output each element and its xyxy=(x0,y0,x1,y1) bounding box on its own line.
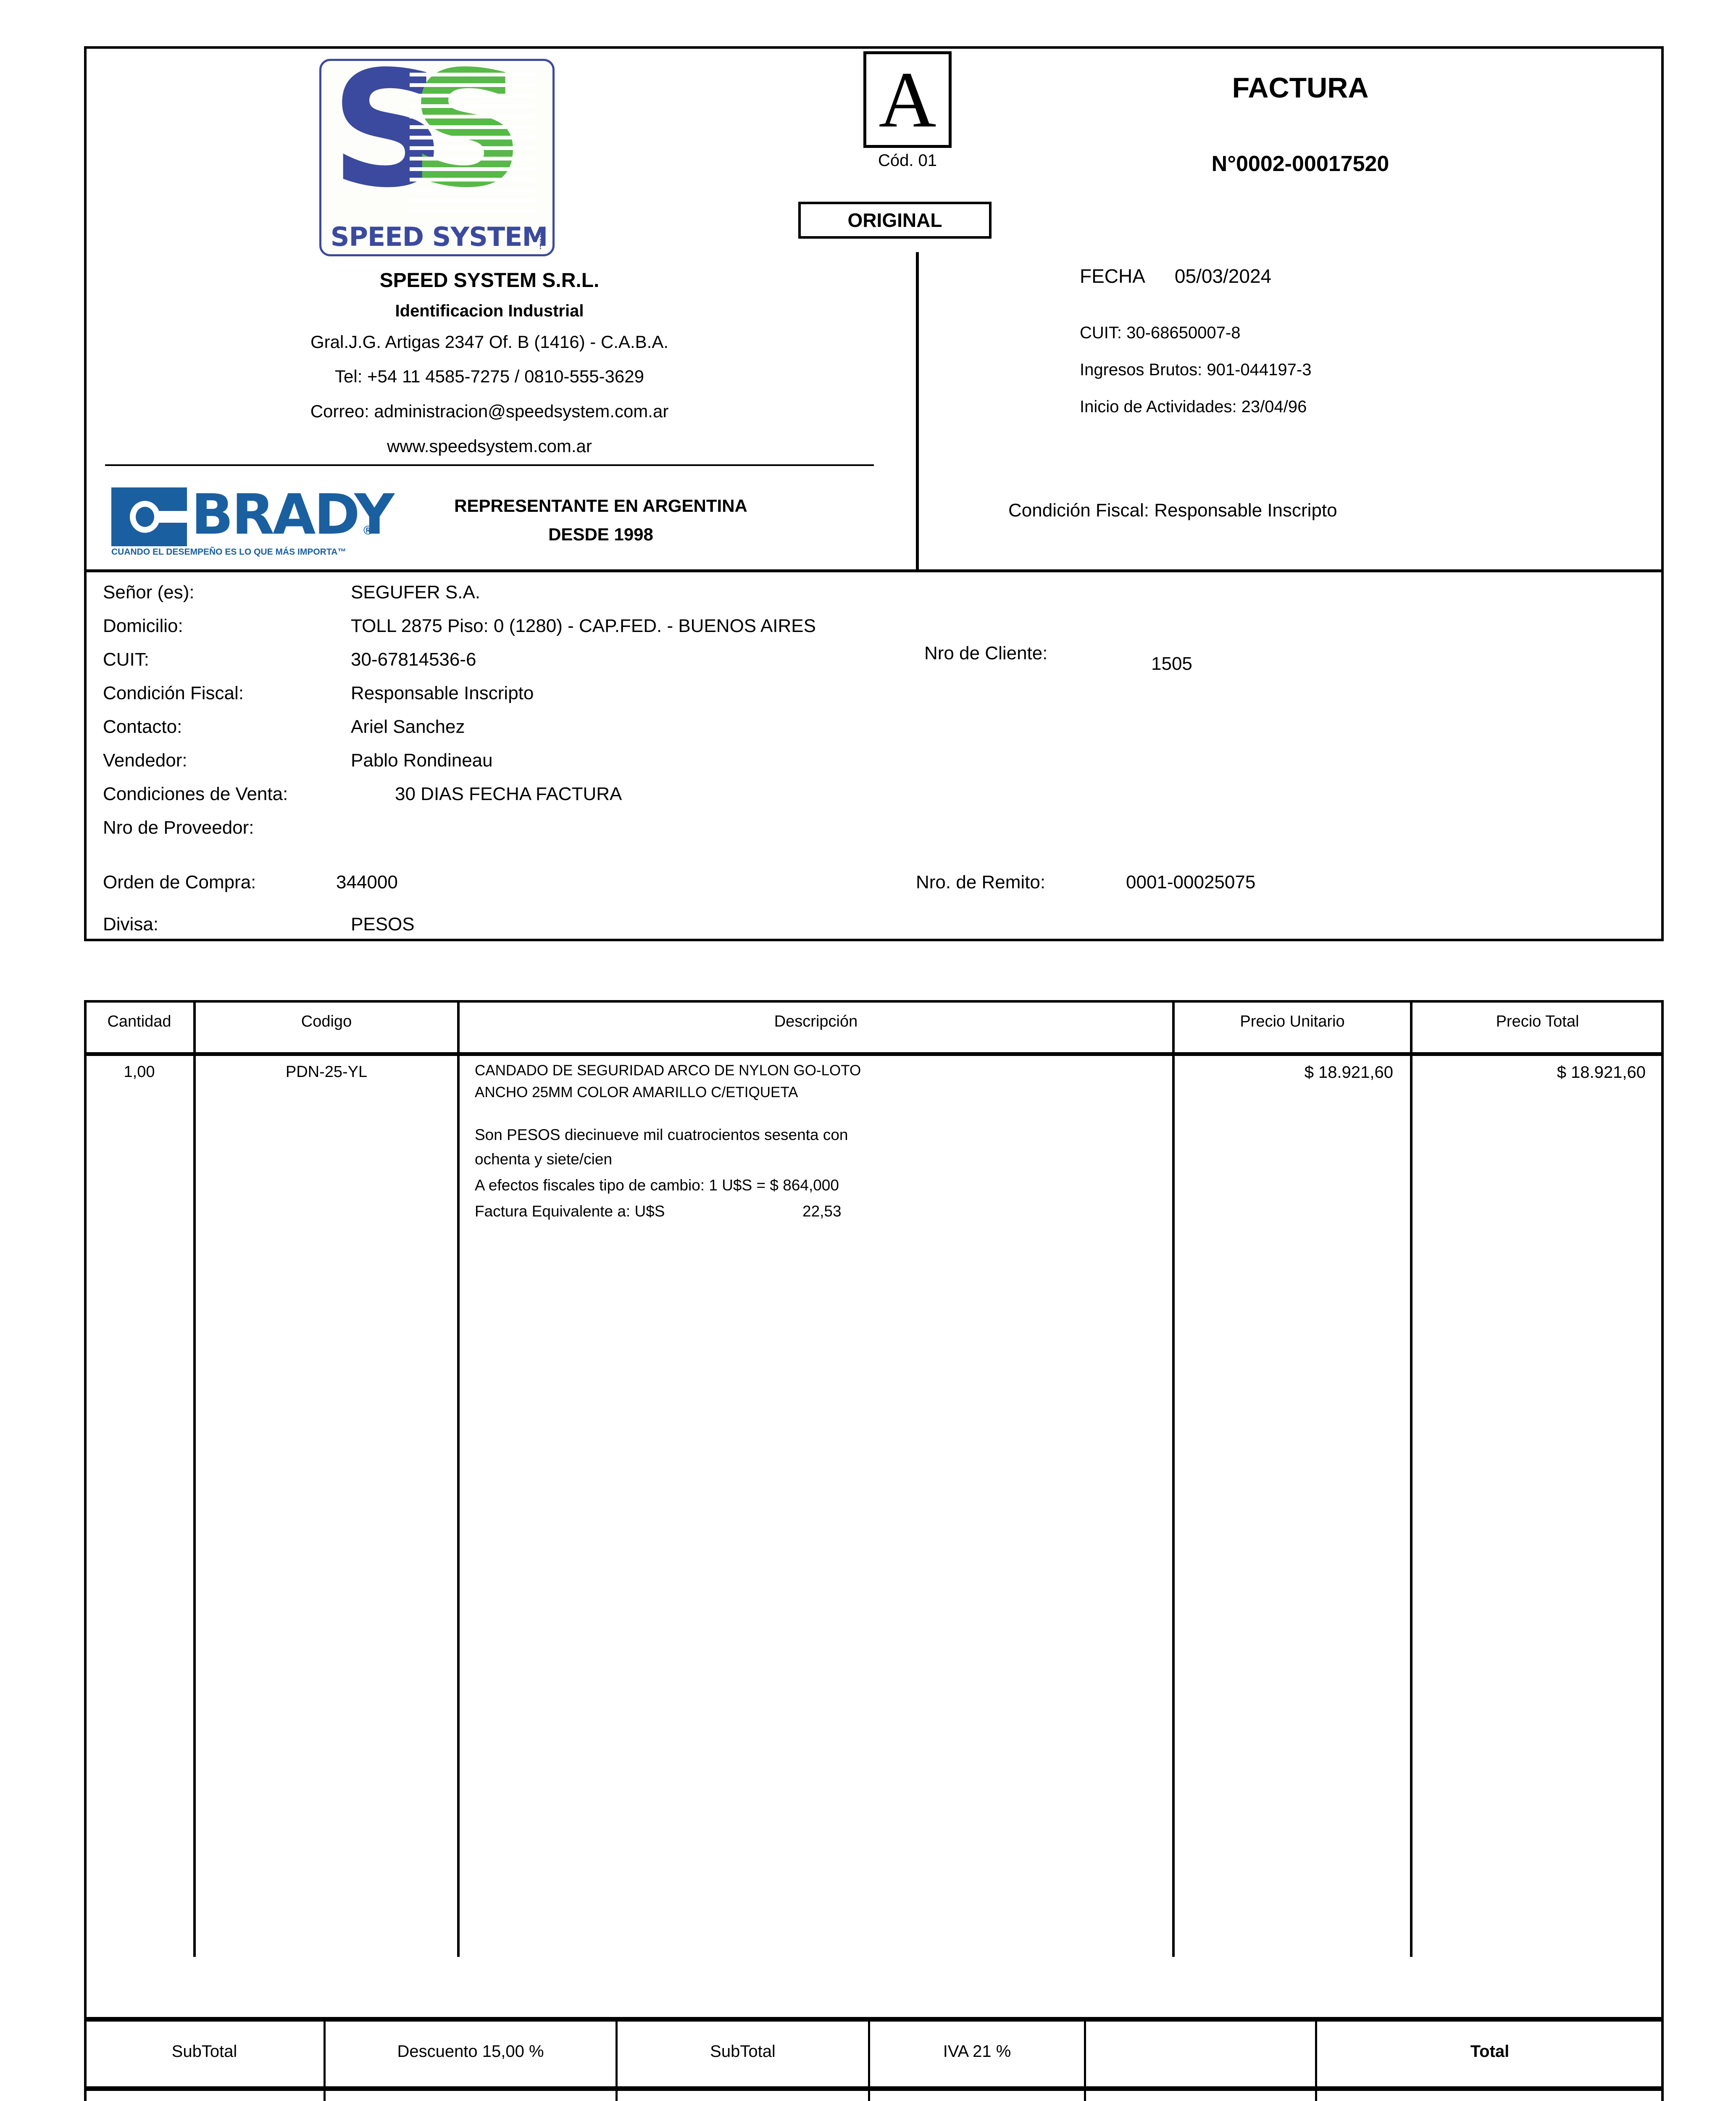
issuer-address: Gral.J.G. Artigas 2347 Of. B (1416) - C.… xyxy=(310,332,668,352)
issue-date-row: FECHA 05/03/2024 xyxy=(1080,265,1271,287)
issuer-email: Correo: administracion@speedsystem.com.a… xyxy=(310,401,669,421)
issuer-condicion-fiscal: Condición Fiscal: Responsable Inscripto xyxy=(1008,500,1337,521)
logo-stripes xyxy=(410,73,536,216)
table-row-codigo: PDN-25-YL xyxy=(285,1063,368,1081)
equivalent-amount-value: 22,53 xyxy=(802,1203,842,1220)
totals-header-descuento: Descuento 15,00 % xyxy=(397,2042,544,2061)
totals-rule-mid xyxy=(85,2086,1662,2091)
totals-header-subtotal-2: SubTotal xyxy=(710,2042,776,2061)
customer-condicion-value: Responsable Inscripto xyxy=(351,683,534,703)
totals-header-total: Total xyxy=(1470,2042,1510,2061)
customer-number-label: Nro de Cliente: xyxy=(924,643,1048,663)
issuer-inicio-actividades: Inicio de Actividades: 23/04/96 xyxy=(1080,398,1307,416)
salesperson-label: Vendedor: xyxy=(103,750,187,771)
column-header-precio-unitario: Precio Unitario xyxy=(1240,1013,1345,1030)
amount-in-words-line-1: Son PESOS diecinueve mil cuatrocientos s… xyxy=(475,1126,848,1143)
table-row-description-line-1: CANDADO DE SEGURIDAD ARCO DE NYLON GO-LO… xyxy=(475,1062,861,1079)
customer-name-label: Señor (es): xyxy=(103,582,195,603)
items-col-divider-1 xyxy=(193,1001,196,1957)
table-row-cantidad: 1,00 xyxy=(124,1063,155,1081)
issuer-subtitle: Identificacion Industrial xyxy=(395,302,584,320)
totals-col-divider-2 xyxy=(615,2022,618,2101)
remito-value: 0001-00025075 xyxy=(1126,872,1256,893)
brady-tagline: CUANDO EL DESEMPEÑO ES LO QUE MÁS IMPORT… xyxy=(111,547,347,557)
invoice-letter: A xyxy=(879,56,936,144)
items-col-divider-2 xyxy=(457,1001,460,1957)
items-col-divider-3 xyxy=(1172,1001,1175,1957)
customer-condicion-label: Condición Fiscal: xyxy=(103,683,244,703)
totals-header-subtotal-1: SubTotal xyxy=(171,2042,237,2061)
brady-rep-line-2: DESDE 1998 xyxy=(548,524,653,544)
totals-col-divider-4 xyxy=(1084,2022,1086,2101)
exchange-rate-note: A efectos fiscales tipo de cambio: 1 U$S… xyxy=(475,1177,839,1194)
column-header-codigo: Codigo xyxy=(301,1013,352,1030)
currency-label: Divisa: xyxy=(103,914,159,935)
issuer-cuit: CUIT: 30-68650007-8 xyxy=(1080,324,1241,342)
purchase-order-value: 344000 xyxy=(336,872,398,893)
column-header-descripcion: Descripción xyxy=(774,1013,858,1030)
logo-wordmark: SPEED SYSTEM xyxy=(330,221,548,252)
currency-value: PESOS xyxy=(351,914,415,935)
items-header-rule xyxy=(85,1052,1662,1056)
brady-mark-oval xyxy=(130,501,160,533)
logo-card: S S SPEED SYSTEM S.R.L. xyxy=(319,59,555,256)
speed-system-logo: S S SPEED SYSTEM S.R.L. xyxy=(319,59,555,256)
registered-icon: ® xyxy=(363,524,373,537)
customer-cuit-label: CUIT: xyxy=(103,649,149,670)
equivalent-amount-label: Factura Equivalente a: U$S xyxy=(475,1203,665,1220)
invoice-letter-box: A xyxy=(863,51,952,148)
issuer-name: SPEED SYSTEM S.R.L. xyxy=(379,269,600,292)
totals-col-divider-3 xyxy=(868,2022,870,2101)
brady-rep-line-1: REPRESENTANTE EN ARGENTINA xyxy=(454,496,747,516)
payment-terms-value: 30 DIAS FECHA FACTURA xyxy=(395,784,622,804)
totals-col-divider-1 xyxy=(324,2022,326,2101)
payment-terms-label: Condiciones de Venta: xyxy=(103,784,288,804)
purchase-order-label: Orden de Compra: xyxy=(103,872,256,893)
page-title: FACTURA xyxy=(1232,72,1369,104)
table-row-precio-total: $ 18.921,60 xyxy=(1557,1063,1646,1082)
table-row-description-line-2: ANCHO 25MM COLOR AMARILLO C/ETIQUETA xyxy=(475,1084,798,1101)
brady-mark-notch xyxy=(158,511,187,523)
totals-rule-top xyxy=(85,2017,1662,2022)
issuer-phone: Tel: +54 11 4585-7275 / 0810-555-3629 xyxy=(335,366,644,386)
customer-number-value: 1505 xyxy=(1151,653,1192,674)
column-header-precio-total: Precio Total xyxy=(1496,1013,1579,1030)
customer-address-label: Domicilio: xyxy=(103,616,183,636)
customer-address-value: TOLL 2875 Piso: 0 (1280) - CAP.FED. - BU… xyxy=(351,616,816,636)
brady-logo: BRADY ® CUANDO EL DESEMPEÑO ES LO QUE MÁ… xyxy=(111,482,395,561)
salesperson-value: Pablo Rondineau xyxy=(351,750,493,771)
header-vertical-divider xyxy=(916,252,919,571)
issuer-website: www.speedsystem.com.ar xyxy=(387,436,592,456)
customer-contact-value: Ariel Sanchez xyxy=(351,716,465,737)
column-header-cantidad: Cantidad xyxy=(107,1013,171,1030)
invoice-number: N°0002-00017520 xyxy=(1211,152,1389,176)
remito-label: Nro. de Remito: xyxy=(916,872,1046,893)
brady-wordmark: BRADY xyxy=(191,482,395,547)
copy-type-label: ORIGINAL xyxy=(847,209,942,231)
customer-name-value: SEGUFER S.A. xyxy=(351,582,481,603)
invoice-codigo: Cód. 01 xyxy=(878,151,937,170)
totals-col-divider-5 xyxy=(1315,2022,1317,2101)
issue-date-label: FECHA xyxy=(1080,265,1145,287)
customer-cuit-value: 30-67814536-6 xyxy=(351,649,476,670)
header-frame xyxy=(84,46,1664,941)
header-horizontal-divider xyxy=(85,569,1662,572)
logo-srl-suffix: S.R.L. xyxy=(538,228,547,250)
totals-header-iva: IVA 21 % xyxy=(943,2042,1011,2061)
amount-in-words-line-2: ochenta y siete/cien xyxy=(475,1151,613,1168)
table-row-precio-unitario: $ 18.921,60 xyxy=(1304,1063,1393,1082)
company-underline xyxy=(105,464,874,466)
items-frame xyxy=(84,1000,1664,2101)
customer-contact-label: Contacto: xyxy=(103,716,182,737)
issuer-ingresos-brutos: Ingresos Brutos: 901-044197-3 xyxy=(1080,361,1312,379)
copy-type-box: ORIGINAL xyxy=(798,202,992,239)
issue-date-value: 05/03/2024 xyxy=(1174,265,1272,287)
items-col-divider-4 xyxy=(1410,1001,1412,1957)
supplier-number-label: Nro de Proveedor: xyxy=(103,817,254,838)
